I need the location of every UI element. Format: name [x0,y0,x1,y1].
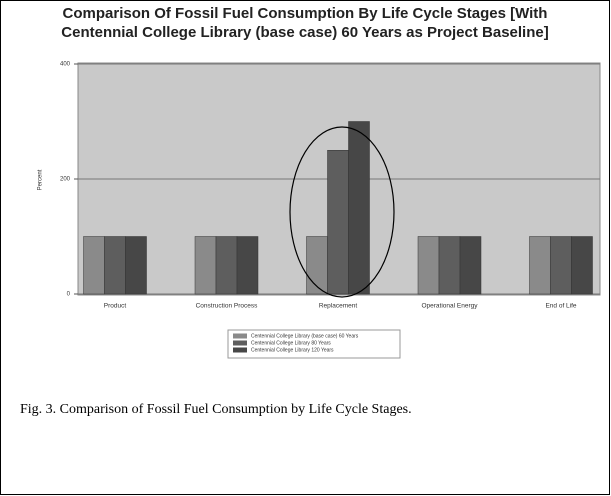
legend-swatch [233,347,247,353]
marks: 0 200 400 Product Construction Process Replac… [60,62,600,353]
bar [104,236,126,295]
bar [215,236,238,295]
bar [306,236,328,295]
bar [459,236,482,295]
x-tick-label: Replacement [319,303,357,310]
legend-label: Centennial College Library 120 Years [251,347,334,353]
legend-label: Centennial College Library (base case) 6… [251,333,359,339]
y-tick-label: 400 [60,62,71,68]
legend-swatch [233,333,247,339]
y-axis-label: Percent [38,169,44,190]
legend-label: Centennial College Library 80 Years [251,340,331,346]
x-tick-label: Product [104,303,127,310]
bar [125,236,147,295]
bar [438,236,461,295]
highlight-ellipse [289,126,395,298]
caption: Fig. 3. Comparison of Fossil Fuel Consum… [20,402,412,417]
bar [529,236,551,295]
bar [571,236,593,295]
bar [194,236,217,295]
legend [227,329,401,359]
bar [327,150,349,295]
chart-title: Comparison Of Fossil Fuel Consumption By… [63,5,548,22]
bar [236,236,259,295]
chart-title: Centennial College Library (base case) 6… [61,24,548,41]
bar [417,236,440,295]
bar [348,121,370,295]
x-tick-label: End of Life [545,303,576,310]
y-tick-label: 200 [60,177,71,183]
bar [550,236,572,295]
x-tick-label: Operational Energy [421,303,478,310]
bar [83,236,105,295]
legend-swatch [233,340,247,346]
y-tick-label: 0 [67,292,71,298]
x-tick-label: Construction Process [196,303,259,310]
